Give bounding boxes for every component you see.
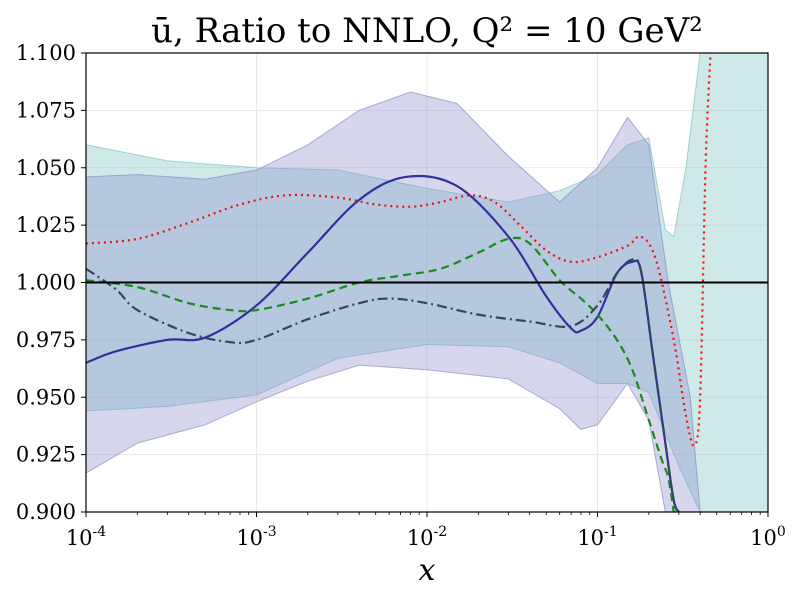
x-tick-label: 10-3 xyxy=(236,524,276,550)
y-tick-label: 0.900 xyxy=(16,500,76,524)
x-tick-label: 10-4 xyxy=(66,524,106,550)
x-axis-label: x xyxy=(419,553,436,588)
blue-solid xyxy=(86,174,680,512)
y-tick-label: 1.075 xyxy=(16,98,76,122)
red-dotted xyxy=(86,53,712,447)
y-tick-label: 1.100 xyxy=(16,41,76,65)
y-tick-label: 1.050 xyxy=(16,156,76,180)
darkslate-dashdot xyxy=(86,257,680,512)
x-tick-label: 10-2 xyxy=(407,524,447,550)
axis-ticks: 10-4 10-3 10-2 10-1 100 0.900 0.925 0.950 0.975 1… xyxy=(16,41,786,550)
y-tick-label: 0.950 xyxy=(16,385,76,409)
y-tick-label: 1.000 xyxy=(16,271,76,295)
y-tick-label: 0.975 xyxy=(16,328,76,352)
purple-band xyxy=(86,91,768,512)
x-tick-label: 100 xyxy=(750,524,786,550)
y-tick-label: 0.925 xyxy=(16,443,76,467)
y-tick-label: 1.025 xyxy=(16,213,76,237)
chart-title: ū, Ratio to NNLO, Q² = 10 GeV² xyxy=(151,11,703,51)
series-lines xyxy=(86,53,768,512)
x-tick-label: 10-1 xyxy=(577,524,617,550)
